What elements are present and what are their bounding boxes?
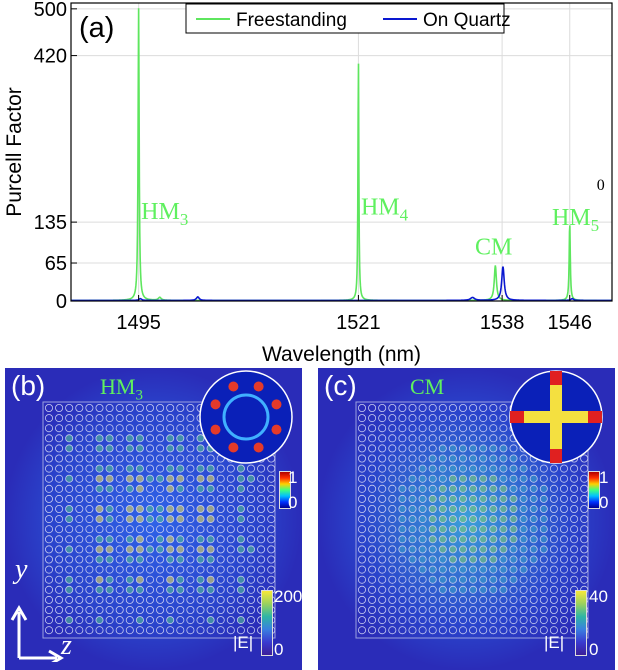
panel-c-big-cbar-max: 40 [589, 587, 608, 606]
svg-b-inset-disk [199, 370, 293, 464]
panel-b-mode-sub: 3 [135, 387, 143, 404]
stray-zero-label: 0 [597, 177, 605, 194]
panel-b-mode-base: HM [100, 374, 136, 399]
panel-b-small-colorbar [279, 471, 291, 509]
series-line-on-quartz [71, 266, 612, 302]
y-tick-label-3: 420 [34, 46, 67, 68]
panel-b-big-colorbar [261, 590, 273, 656]
legend: Freestanding On Quartz [185, 3, 511, 34]
y-tick-label-2: 135 [34, 212, 67, 234]
panel-c-big-colorbar [575, 590, 587, 656]
legend-label-0: Freestanding [236, 10, 347, 31]
x-tick-label-3: 1546 [547, 312, 592, 334]
panel-c-map [318, 368, 615, 670]
legend-label-1: On Quartz [423, 10, 511, 31]
panel-b-big-cbar-max: 200 [274, 587, 302, 606]
x-tick-label-2: 1538 [480, 312, 525, 334]
panel-c-small-cbar-min: 0 [599, 493, 609, 512]
panel-b-small-cbar-min: 0 [288, 493, 298, 512]
panel-c-mode-base: CM [410, 374, 445, 399]
panel-c-label: (c) [324, 370, 357, 401]
svg-c-hole-lattice [358, 404, 589, 635]
panel-b-mode: HM3 [100, 374, 143, 404]
y-tick-label-4: 500 [34, 0, 67, 21]
annotation-hm5: HM5 [552, 205, 599, 235]
y-tick-label-1: 65 [45, 253, 67, 275]
panel-c-small-cbar-max: 1 [599, 468, 609, 487]
annotation-cm: CM [475, 234, 512, 260]
x-tick-label-0: 1495 [116, 312, 161, 334]
axis-letter-y: y [15, 554, 28, 585]
svg-b-inset [199, 370, 293, 464]
panel-b-big-cbar-min: 0 [274, 640, 284, 659]
panel-b-map [5, 368, 302, 670]
panel-c-field-map: (c) CM 1 0 40 0 |E| [318, 368, 615, 670]
panel-c-small-colorbar [588, 471, 600, 509]
panel-b-small-cbar-max: 1 [288, 468, 298, 487]
y-axis-label: Purcell Factor [3, 87, 26, 217]
svg-b-hole-lattice [45, 404, 276, 635]
purcell-chart: 0 65 135 420 500 1495 1521 1538 1546 Wavelength (… [3, 0, 613, 366]
annotation-hm4: HM4 [361, 195, 409, 225]
panel-c-mode: CM [410, 374, 444, 404]
svg-c-inset [509, 370, 603, 464]
legend-box [185, 3, 505, 34]
panel-c-big-cbar-min: 0 [589, 640, 599, 659]
panel-a-label: (a) [79, 12, 114, 44]
y-tick-label-0: 0 [56, 291, 67, 313]
axis-arrows-icon [10, 605, 64, 662]
panel-b-field-label: |E| [233, 633, 254, 652]
x-axis-label: Wavelength (nm) [262, 343, 421, 366]
annotation-hm3: HM3 [141, 199, 188, 229]
x-tick-label-1: 1521 [336, 312, 381, 334]
panel-b-field-map: (b) HM3 1 0 200 0 |E| y z [5, 368, 302, 670]
axis-letter-z: z [61, 630, 72, 661]
panel-c-field-label: |E| [544, 633, 565, 652]
series-line-freestanding [71, 8, 612, 302]
plot-frame [70, 2, 613, 302]
panel-b-label: (b) [11, 370, 46, 401]
